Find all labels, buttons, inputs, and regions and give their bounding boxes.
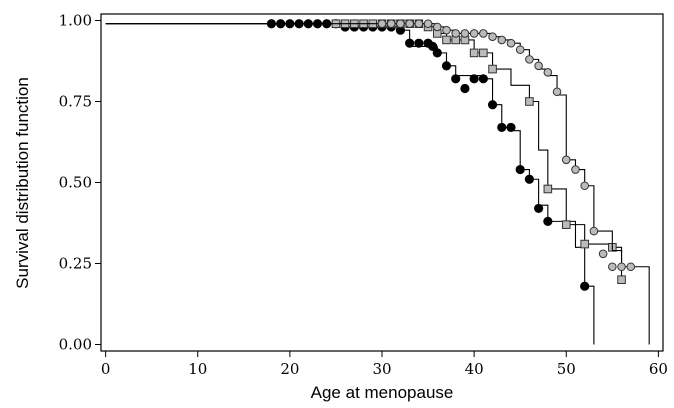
censor-marker-square bbox=[469, 48, 479, 58]
censor-marker-open-circle bbox=[488, 32, 497, 41]
censor-marker-filled-circle bbox=[515, 164, 525, 175]
censor-marker-open-circle bbox=[515, 45, 525, 54]
x-tick-label: 20 bbox=[280, 360, 299, 378]
censor-marker-open-circle bbox=[377, 19, 387, 29]
censor-marker-filled-circle bbox=[432, 48, 442, 58]
y-axis-title: Survival distribution function bbox=[13, 77, 32, 289]
censor-marker-open-circle bbox=[497, 35, 507, 45]
censor-marker-square bbox=[580, 239, 589, 249]
censor-marker-open-circle bbox=[405, 19, 414, 29]
censor-marker-filled-circle bbox=[524, 174, 535, 184]
x-tick-label: 60 bbox=[649, 360, 668, 378]
censor-marker-open-circle bbox=[543, 68, 553, 77]
y-axis: 0.00 0.25 0.50 0.75 1.00 bbox=[59, 11, 101, 354]
censor-marker-open-circle bbox=[451, 29, 461, 38]
censor-marker-filled-circle bbox=[441, 61, 452, 71]
y-tick-label: 1.00 bbox=[59, 11, 92, 29]
censor-marker-square bbox=[561, 220, 571, 229]
censor-marker-open-circle bbox=[386, 19, 396, 29]
series-1-step-line bbox=[105, 23, 595, 345]
censor-marker-filled-circle bbox=[543, 216, 553, 226]
x-tick-label: 50 bbox=[557, 360, 576, 378]
censor-marker-filled-circle bbox=[534, 203, 544, 214]
censor-marker-open-circle bbox=[460, 29, 470, 38]
series-3-step-line bbox=[105, 23, 650, 345]
censor-marker-open-circle bbox=[396, 19, 405, 29]
censor-marker-filled-circle bbox=[469, 74, 479, 84]
censor-marker-filled-circle bbox=[428, 41, 438, 52]
censor-marker-filled-circle bbox=[506, 122, 516, 133]
censor-marker-square bbox=[488, 64, 497, 74]
series-2 bbox=[105, 19, 626, 285]
series-1 bbox=[105, 19, 595, 345]
y-tick-label: 0.75 bbox=[59, 92, 92, 110]
censor-marker-open-circle bbox=[432, 22, 442, 32]
censor-marker-open-circle bbox=[580, 181, 589, 191]
censor-marker-open-circle bbox=[589, 226, 599, 236]
censor-marker-open-circle bbox=[571, 165, 580, 174]
x-axis-title: Age at menopause bbox=[311, 383, 454, 402]
x-tick-label: 30 bbox=[372, 360, 391, 378]
censor-marker-square bbox=[525, 97, 534, 106]
censor-marker-square bbox=[543, 184, 553, 194]
plot-frame bbox=[100, 13, 664, 352]
censor-marker-filled-circle bbox=[414, 38, 424, 48]
censor-marker-open-circle bbox=[525, 55, 534, 64]
survival-curves bbox=[105, 19, 650, 345]
censor-marker-open-circle bbox=[469, 29, 479, 38]
censor-marker-filled-circle bbox=[451, 74, 461, 84]
x-tick-label: 10 bbox=[188, 360, 207, 378]
censor-marker-open-circle bbox=[617, 262, 626, 272]
censor-marker-filled-circle bbox=[478, 74, 488, 84]
censor-marker-open-circle bbox=[552, 87, 562, 97]
censor-marker-open-circle bbox=[561, 155, 571, 165]
y-tick-label: 0.00 bbox=[59, 336, 92, 354]
censor-marker-filled-circle bbox=[497, 122, 507, 133]
censor-marker-open-circle bbox=[598, 249, 608, 259]
series-2-step-line bbox=[105, 23, 623, 280]
y-tick-label: 0.50 bbox=[59, 174, 92, 192]
censor-marker-filled-circle bbox=[580, 281, 590, 291]
x-tick-label: 40 bbox=[465, 360, 484, 378]
censor-marker-square bbox=[617, 275, 626, 285]
x-axis: 0 10 20 30 40 50 60 bbox=[101, 351, 668, 378]
censor-marker-square bbox=[479, 48, 488, 58]
censor-marker-square bbox=[442, 35, 451, 45]
censor-marker-filled-circle bbox=[487, 100, 498, 110]
censor-marker-open-circle bbox=[442, 25, 451, 35]
series-3 bbox=[105, 19, 650, 345]
censor-marker-open-circle bbox=[414, 19, 424, 29]
y-tick-label: 0.25 bbox=[59, 255, 92, 273]
x-tick-label: 0 bbox=[101, 360, 111, 378]
censor-marker-filled-circle bbox=[405, 38, 415, 48]
censor-marker-open-circle bbox=[506, 38, 516, 48]
censor-marker-open-circle bbox=[626, 262, 636, 272]
censor-marker-open-circle bbox=[479, 29, 488, 38]
censor-marker-open-circle bbox=[534, 61, 543, 71]
censor-marker-open-circle bbox=[423, 19, 433, 29]
censor-marker-open-circle bbox=[608, 262, 617, 272]
censor-marker-filled-circle bbox=[460, 83, 470, 94]
